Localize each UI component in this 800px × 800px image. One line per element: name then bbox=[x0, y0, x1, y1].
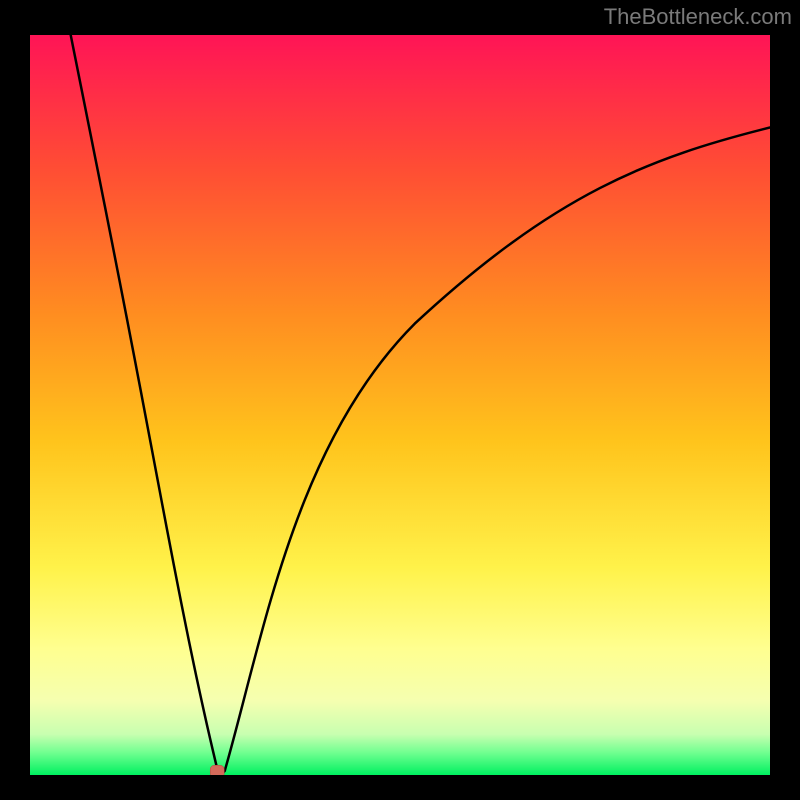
bottleneck-chart bbox=[0, 0, 800, 800]
chart-container: TheBottleneck.com bbox=[0, 0, 800, 800]
plot-background-gradient bbox=[30, 35, 770, 775]
